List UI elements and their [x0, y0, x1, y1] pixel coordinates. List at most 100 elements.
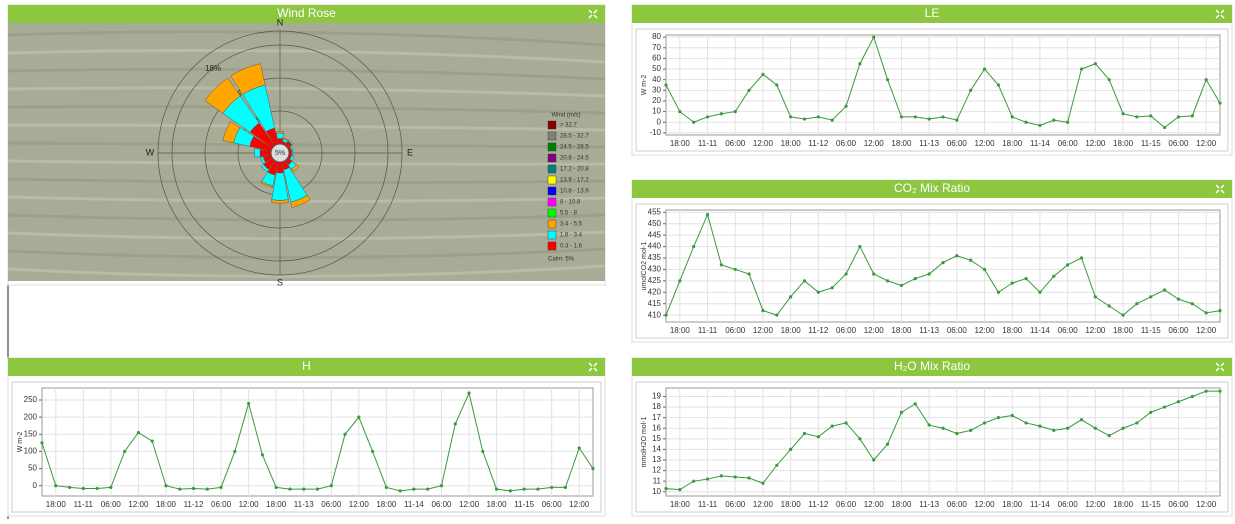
expand-button[interactable]: [1215, 184, 1225, 194]
direction-label: N: [277, 17, 284, 27]
rose-segment: [222, 121, 241, 144]
x-tick-label: 06:00: [947, 500, 968, 509]
data-point: [205, 487, 209, 491]
x-tick-label: 11-13: [919, 139, 939, 148]
data-point: [719, 112, 724, 116]
expand-button[interactable]: [588, 362, 598, 372]
data-point: [508, 489, 512, 493]
legend-label: 10.8 - 13.9: [560, 189, 589, 195]
y-tick-label: 60: [652, 54, 661, 63]
map-texture: [7, 141, 606, 149]
expand-icon: [1220, 184, 1225, 189]
y-axis-label: umolCO2 mol-1: [641, 241, 648, 290]
y-tick-label: 19: [652, 392, 661, 401]
y-tick-label: 13: [652, 455, 661, 464]
data-point: [899, 115, 904, 119]
data-point: [1218, 308, 1222, 313]
panel-title: LE: [925, 6, 940, 20]
data-point: [1038, 290, 1042, 294]
data-point: [886, 78, 890, 82]
data-point: [1149, 410, 1153, 414]
rose-segment: [230, 63, 266, 95]
y-tick-label: 12: [652, 466, 661, 475]
legend-label: 28.5 - 32.7: [560, 134, 589, 140]
data-point: [913, 402, 917, 406]
y-tick-label: 420: [648, 287, 662, 296]
legend-swatch: [547, 208, 557, 218]
data-point: [260, 453, 264, 457]
expand-icon: [1215, 189, 1220, 194]
data-point: [1079, 256, 1084, 260]
y-axis-label: W m-2: [17, 432, 24, 453]
expand-icon: [588, 9, 593, 14]
expand-button[interactable]: [1215, 9, 1225, 19]
data-point: [733, 267, 737, 272]
y-axis-label: mmolH2O mol-1: [641, 416, 648, 467]
x-tick-label: 11-12: [808, 139, 828, 148]
expand-button[interactable]: [1215, 362, 1225, 372]
data-point: [899, 283, 904, 288]
x-tick-label: 06:00: [836, 500, 857, 509]
data-point: [761, 72, 765, 76]
x-tick-label: 06:00: [725, 326, 746, 335]
data-point: [858, 244, 862, 249]
x-tick-label: 12:00: [1196, 139, 1217, 148]
data-point: [1204, 78, 1208, 82]
data-point: [371, 449, 375, 454]
data-point: [872, 35, 876, 39]
data-point: [664, 486, 668, 491]
x-tick-label: 18:00: [1113, 139, 1134, 148]
rose-segment: [282, 137, 289, 142]
data-point: [844, 421, 848, 425]
data-point: [955, 431, 959, 436]
legend-label: 13.9 - 17.2: [560, 178, 589, 184]
legend-swatch: [547, 219, 557, 229]
direction-label: W: [146, 147, 155, 157]
data-point: [1052, 118, 1056, 122]
y-tick-label: 14: [652, 445, 661, 454]
data-point: [982, 421, 987, 425]
map-texture: [7, 264, 606, 278]
rose-segment: [291, 150, 294, 156]
x-tick-label: 06:00: [431, 500, 452, 509]
map-texture: [7, 30, 606, 47]
data-point: [816, 435, 820, 439]
expand-icon: [1220, 9, 1225, 14]
data-point: [95, 486, 99, 491]
x-tick-label: 06:00: [1058, 500, 1079, 509]
y-axis-label: W m-2: [641, 75, 648, 96]
data-point: [1107, 434, 1111, 438]
panel-header: [8, 358, 605, 376]
data-point: [591, 466, 595, 471]
data-point: [816, 115, 820, 119]
x-tick-label: 18:00: [891, 326, 912, 335]
data-point: [705, 477, 710, 481]
y-tick-label: 410: [648, 310, 662, 319]
expand-icon: [1215, 14, 1220, 19]
rose-segment: [289, 155, 295, 162]
x-tick-label: 11-15: [1141, 139, 1161, 148]
expand-icon: [1215, 367, 1220, 372]
expand-button[interactable]: [588, 9, 598, 19]
data-point: [996, 416, 1001, 420]
legend-label: > 32.7: [560, 123, 578, 129]
data-point: [302, 487, 306, 491]
data-point: [1190, 394, 1194, 399]
x-tick-label: 12:00: [864, 500, 885, 509]
y-tick-label: 70: [652, 43, 661, 52]
x-tick-label: 06:00: [947, 326, 968, 335]
legend-label: 17.2 - 20.8: [560, 167, 589, 173]
x-tick-label: 06:00: [947, 139, 968, 148]
x-tick-label: 06:00: [321, 500, 342, 509]
y-tick-label: 15: [652, 434, 661, 443]
data-point: [1149, 295, 1153, 299]
x-tick-label: 18:00: [266, 500, 287, 509]
x-tick-label: 06:00: [542, 500, 563, 509]
data-point: [830, 118, 834, 122]
rose-segment: [261, 164, 269, 172]
map-texture: [7, 230, 606, 241]
legend-title: Wind (m/s): [552, 113, 581, 119]
y-tick-label: 11: [653, 476, 662, 485]
data-point: [288, 487, 292, 491]
x-tick-label: 12:00: [349, 500, 370, 509]
